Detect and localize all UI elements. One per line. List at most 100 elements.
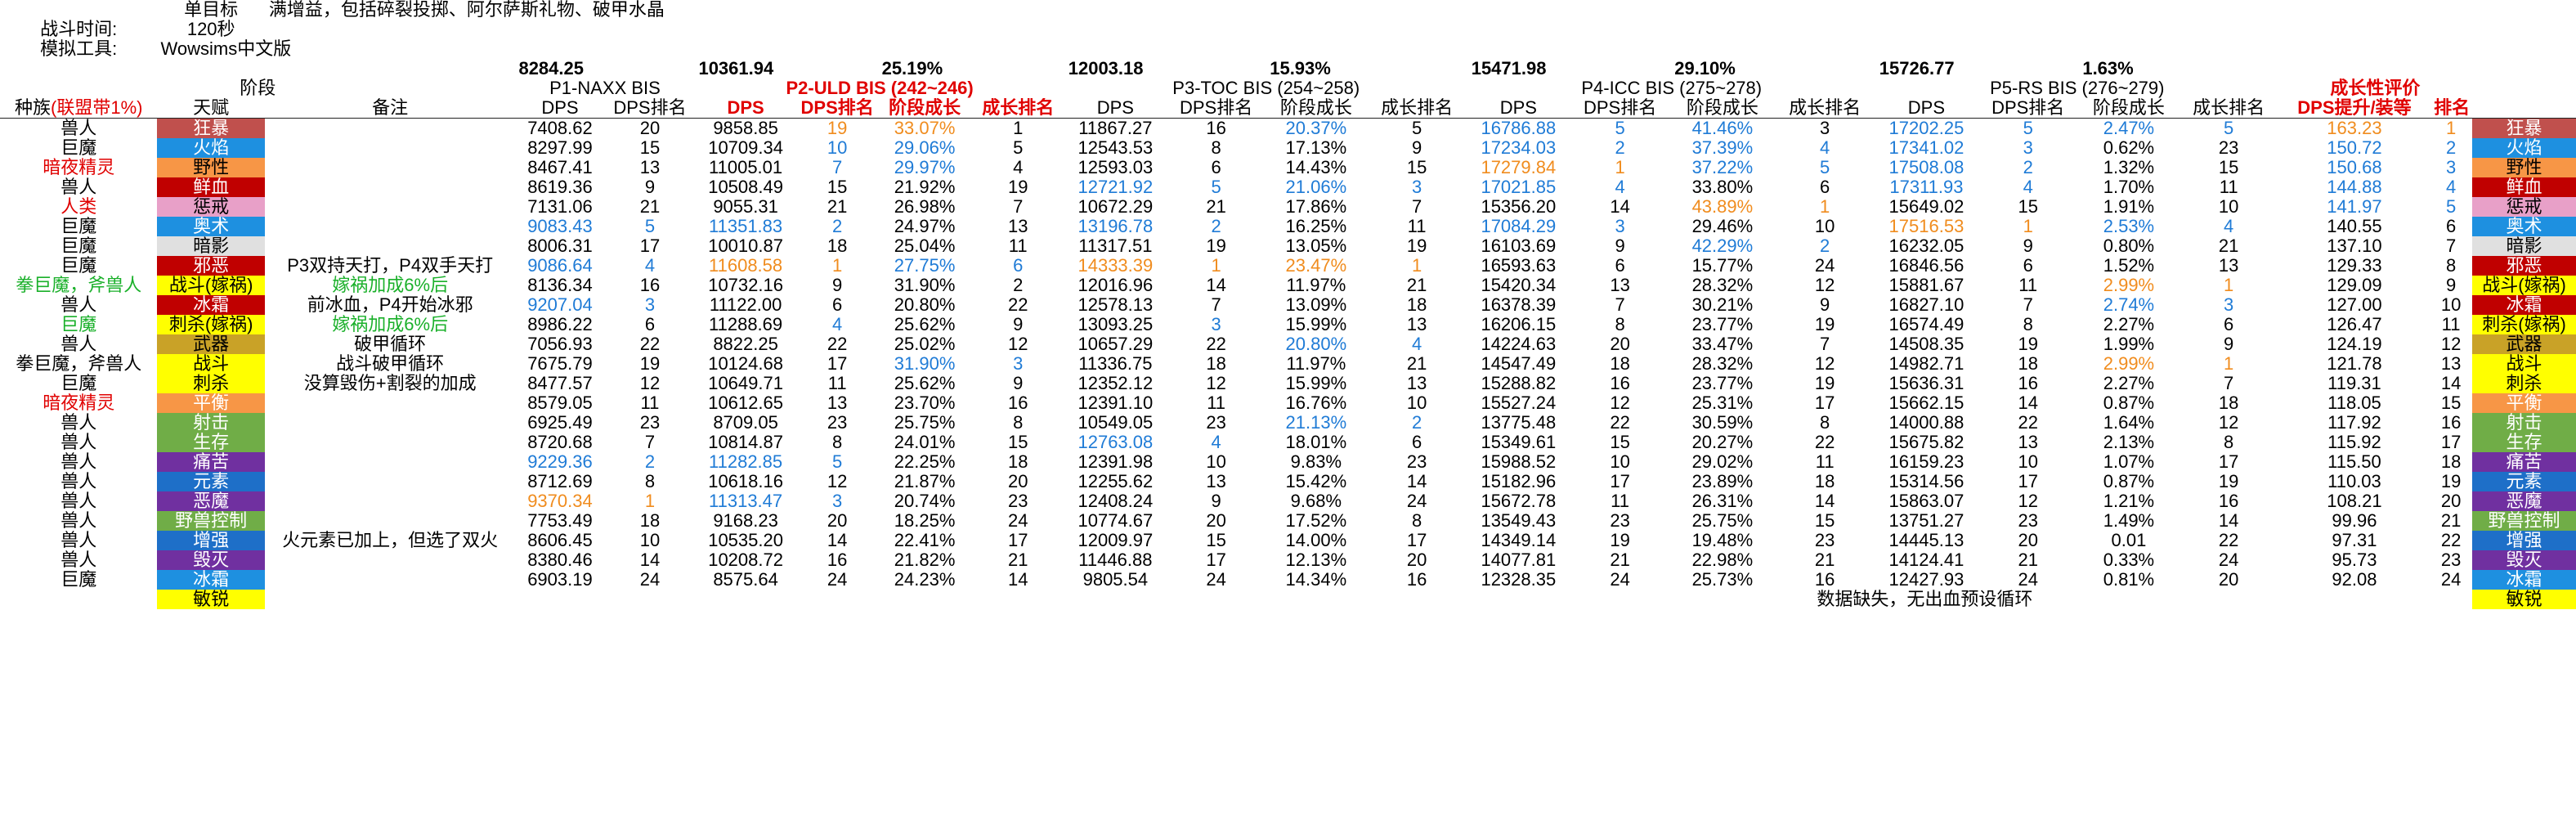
talent-cell: 刺杀 [156, 374, 266, 393]
race-cell: 兽人 [0, 491, 157, 511]
p5-dps-cell: 12427.93 [1875, 570, 1978, 590]
header-p3-stage-growth: 阶段成长 [1266, 98, 1366, 119]
talent-cell: 奥术 [156, 217, 266, 236]
p3-rank-cell: 9 [1165, 491, 1266, 511]
header-p3-dps: DPS [1064, 98, 1167, 119]
note-cell [264, 433, 515, 452]
note-cell [264, 236, 515, 256]
table-row: 兽人 增强 火元素已加上，但选了双火 8606.45 10 10535.20 14 22.41… [0, 531, 2576, 550]
growth-eval-rank-cell: 15 [2430, 393, 2472, 413]
race-cell: 暗夜精灵 [0, 158, 157, 177]
note-cell: 前冰血，P4开始冰邪 [264, 295, 515, 315]
race-cell: 兽人 [0, 452, 157, 472]
p4-growth-cell: 25.75% [1670, 511, 1775, 531]
dps-per-gear-cell: 99.96 [2278, 511, 2430, 531]
p3-dps-cell: 12593.03 [1064, 158, 1167, 177]
talent-cell-right: 惩戒 [2471, 197, 2576, 217]
p3-dps-cell: 13093.25 [1064, 315, 1167, 334]
race-cell-empty [0, 590, 157, 609]
p2-growth-rank-cell: 17 [970, 531, 1065, 550]
p3-rank-cell: 5 [1165, 177, 1266, 197]
p3-growth-cell: 17.52% [1266, 511, 1366, 531]
header-p5-stage-growth: 阶段成长 [2078, 98, 2180, 119]
p3-dps-cell: 14333.39 [1064, 256, 1167, 276]
p1-rank-cell: 7 [604, 433, 695, 452]
p4-growth-cell: 33.47% [1670, 334, 1775, 354]
p5-dps-cell: 15863.07 [1875, 491, 1978, 511]
growth-eval-rank-cell: 19 [2430, 472, 2472, 491]
table-row: 巨魔 奥术 9083.43 5 11351.83 2 24.97% 13 13196.78 2 16… [0, 217, 2576, 236]
p4-growth-rank-cell: 24 [1773, 256, 1876, 276]
p4-dps-cell: 14349.14 [1467, 531, 1570, 550]
talent-cell: 武器 [156, 334, 266, 354]
p4-growth-cell: 30.59% [1670, 413, 1775, 433]
p5-dps-cell: 16159.23 [1875, 452, 1978, 472]
p3-dps-cell: 12009.97 [1064, 531, 1167, 550]
p4-rank-cell: 1 [1568, 158, 1671, 177]
talent-cell-right: 战斗 [2471, 354, 2576, 374]
p3-growth-rank-cell: 3 [1365, 177, 1468, 197]
p3-rank-cell: 11 [1165, 393, 1266, 413]
summary-p1-dps: 8284.25 [514, 59, 605, 79]
p4-growth-cell: 41.46% [1670, 118, 1775, 138]
p4-rank-cell: 15 [1568, 433, 1671, 452]
p1-dps-cell: 7131.06 [514, 197, 605, 217]
dps-per-gear-cell: 137.10 [2278, 236, 2430, 256]
p3-rank-cell: 19 [1165, 236, 1266, 256]
header-p2-stage-growth: 阶段成长 [877, 98, 972, 119]
p4-dps-cell: 15182.96 [1467, 472, 1570, 491]
p4-rank-cell: 8 [1568, 315, 1671, 334]
p4-growth-cell: 19.48% [1670, 531, 1775, 550]
p3-dps-cell: 12352.12 [1064, 374, 1167, 393]
p3-growth-rank-cell: 24 [1365, 491, 1468, 511]
p1-dps-cell: 8619.36 [514, 177, 605, 197]
p2-growth-cell: 24.97% [877, 217, 972, 236]
p1-dps-cell: 8986.22 [514, 315, 605, 334]
growth-eval-rank-cell: 13 [2430, 354, 2472, 374]
p5-rank-cell: 19 [1977, 334, 2079, 354]
p5-growth-rank-cell: 17 [2178, 452, 2279, 472]
p3-dps-cell: 13196.78 [1064, 217, 1167, 236]
p3-growth-cell: 13.05% [1266, 236, 1366, 256]
growth-eval-rank-cell: 4 [2430, 177, 2472, 197]
race-cell: 拳巨魔，斧兽人 [0, 354, 157, 374]
talent-cell-right: 增强 [2471, 531, 2576, 550]
p4-dps-cell: 14547.49 [1467, 354, 1570, 374]
p3-rank-cell: 18 [1165, 354, 1266, 374]
summary-p2-growth: 25.19% [877, 59, 972, 79]
missing-data-note: 数据缺失，无出血预设循环 [1670, 590, 2180, 609]
talent-cell: 冰霜 [156, 295, 266, 315]
p1-rank-cell: 13 [604, 158, 695, 177]
p4-growth-rank-cell: 11 [1773, 452, 1876, 472]
p1-rank-cell: 14 [604, 550, 695, 570]
p2-rank-cell: 22 [795, 334, 879, 354]
talent-cell-right: 刺杀 [2471, 374, 2576, 393]
p2-rank-cell: 15 [795, 177, 879, 197]
p2-rank-cell: 20 [795, 511, 879, 531]
note-cell [264, 138, 515, 158]
p3-growth-rank-cell: 13 [1365, 374, 1468, 393]
p4-rank-cell: 18 [1568, 354, 1671, 374]
p2-growth-rank-cell: 20 [970, 472, 1065, 491]
growth-eval-rank-cell: 8 [2430, 256, 2472, 276]
p3-rank-cell: 1 [1165, 256, 1266, 276]
p3-growth-cell: 15.42% [1266, 472, 1366, 491]
note-cell [264, 158, 515, 177]
p1-dps-cell: 9083.43 [514, 217, 605, 236]
race-cell: 巨魔 [0, 217, 157, 236]
talent-cell: 痛苦 [156, 452, 266, 472]
p4-growth-rank-cell: 6 [1773, 177, 1876, 197]
p3-rank-cell: 13 [1165, 472, 1266, 491]
header-p4-stage-growth: 阶段成长 [1670, 98, 1775, 119]
p1-rank-cell: 1 [604, 491, 695, 511]
table-row: 巨魔 刺杀 没算毁伤+割裂的加成 8477.57 12 10649.71 11 25.62% 9… [0, 374, 2576, 393]
p1-rank-cell: 6 [604, 315, 695, 334]
growth-eval-rank-cell: 16 [2430, 413, 2472, 433]
p2-dps-cell: 10508.49 [694, 177, 797, 197]
p2-growth-rank-cell: 24 [970, 511, 1065, 531]
p4-dps-cell: 16786.88 [1467, 118, 1570, 138]
p5-growth-cell: 2.74% [2078, 295, 2180, 315]
p5-growth-rank-cell: 23 [2178, 138, 2279, 158]
header-growth-rank: 排名 [2430, 98, 2472, 119]
p3-growth-cell: 9.68% [1266, 491, 1366, 511]
